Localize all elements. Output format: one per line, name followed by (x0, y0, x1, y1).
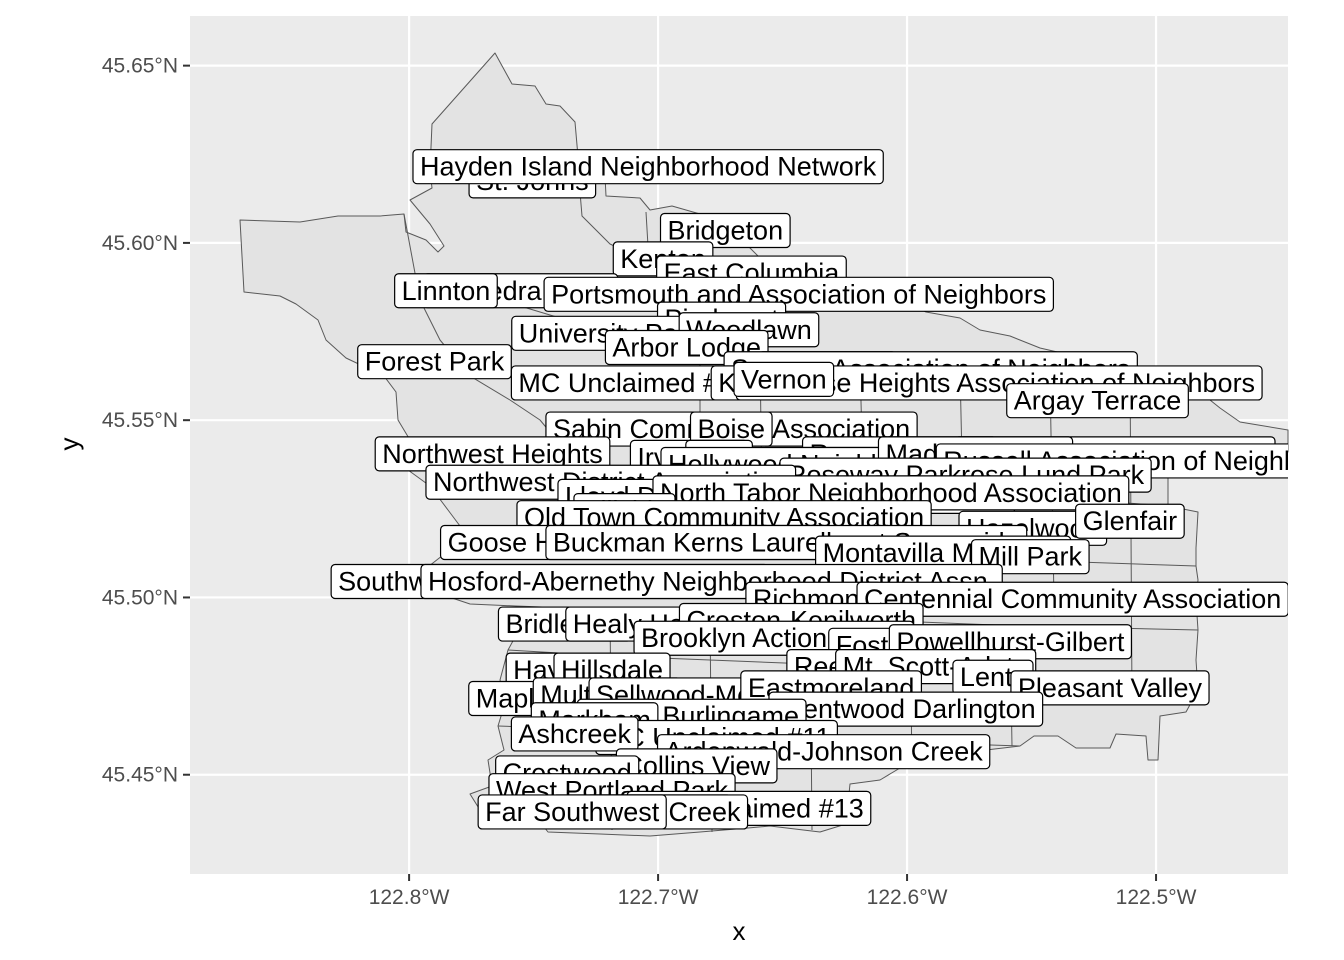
neighborhood-label: MC Unclaimed #14 (510, 365, 756, 401)
neighborhood-label: Brentwood Darlington (768, 691, 1044, 727)
neighborhood-label: Far Southwest (477, 794, 667, 830)
x-tick-label: 122.8°W (369, 886, 450, 909)
y-tick-label: 45.55°N (102, 409, 178, 432)
y-axis: 45.45°N 45.50°N 45.55°N 45.60°N 45.65°N (102, 55, 190, 787)
y-axis-title: y (54, 438, 84, 451)
label-text: Hayden Island Neighborhood Network (420, 152, 877, 182)
label-box (510, 716, 639, 752)
label-box (357, 344, 512, 380)
neighborhood-label: Pleasant Valley (1010, 670, 1210, 706)
label-box (856, 581, 1288, 617)
y-tick-label: 45.45°N (102, 764, 178, 787)
neighborhood-label: Forest Park (357, 344, 512, 380)
label-box (659, 212, 791, 249)
label-text: Centennial Community Association (864, 584, 1281, 614)
label-box (1075, 503, 1185, 539)
label-text: Pleasant Valley (1018, 673, 1203, 703)
neighborhood-label: Glenfair (1075, 503, 1185, 539)
label-text: Vernon (741, 364, 827, 394)
x-tick-label: 122.7°W (618, 886, 699, 909)
label-box (1010, 670, 1210, 706)
label-text: Brentwood Darlington (776, 694, 1036, 724)
label-text: Linnton (402, 276, 491, 306)
y-tick-label: 45.65°N (102, 55, 178, 78)
label-box (394, 273, 498, 309)
neighborhood-label: Portsmouth and Association of Neighbors (543, 276, 1054, 312)
neighborhood-label: Linnton (394, 273, 498, 309)
neighborhood-label: Hayden Island Neighborhood Network (412, 149, 884, 185)
neighborhood-label: Centennial Community Association (856, 581, 1288, 617)
label-box (477, 794, 667, 830)
label-text: Portsmouth and Association of Neighbors (551, 279, 1046, 309)
neighborhood-label: Boise (689, 411, 773, 447)
x-axis-title: x (733, 916, 746, 946)
x-axis: 122.8°W 122.7°W 122.6°W 122.5°W (369, 874, 1197, 909)
label-box (733, 361, 835, 398)
neighborhood-label: Argay Terrace (1006, 383, 1189, 419)
label-text: Far Southwest (485, 797, 660, 827)
y-tick-label: 45.50°N (102, 586, 178, 609)
label-box (1006, 383, 1189, 419)
neighborhood-label: Bridgeton (659, 212, 791, 249)
label-text: Bridgeton (668, 216, 784, 246)
label-text: Boise (698, 414, 766, 444)
neighborhood-labels: St. JohnsHayden Island Neighborhood Netw… (330, 149, 1288, 830)
label-text: Northwest Heights (382, 439, 603, 469)
label-text: MC Unclaimed #14 (518, 368, 748, 398)
neighborhood-label: Ashcreek (510, 716, 639, 752)
y-tick-label: 45.60°N (102, 232, 178, 255)
neighborhood-label: Northwest Heights (374, 436, 611, 472)
x-tick-label: 122.6°W (867, 886, 948, 909)
label-text: Ashcreek (518, 719, 631, 749)
x-tick-label: 122.5°W (1116, 886, 1197, 909)
label-text: Glenfair (1083, 506, 1178, 536)
neighborhood-label: Vernon (733, 361, 835, 398)
label-box (412, 149, 884, 185)
label-text: Argay Terrace (1014, 386, 1182, 416)
label-text: Forest Park (365, 347, 505, 377)
